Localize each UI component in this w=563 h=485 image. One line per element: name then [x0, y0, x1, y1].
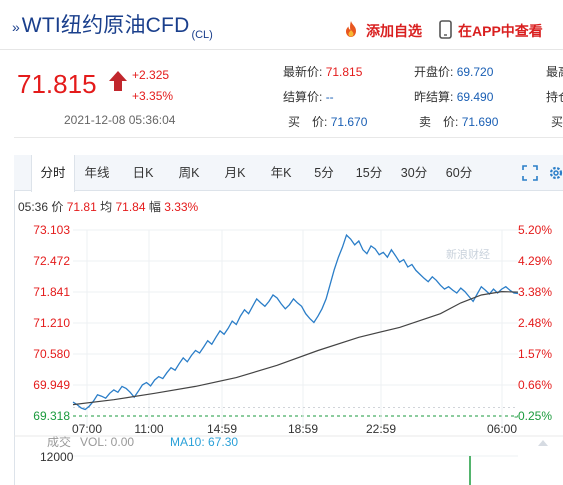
- y-tick-label: 69.318: [33, 409, 70, 423]
- y-tick-label: 72.472: [33, 254, 70, 268]
- bid-price-cell: 买 价: 71.670: [288, 113, 367, 130]
- volume-axis-label: 12000: [40, 450, 74, 464]
- chart-tabs: 分时 年线 日K 周K 月K 年K 5分 15分 30分 60分: [14, 155, 563, 192]
- volume-panel: 成交 VOL: 0.00 MA10: 67.30 12000: [14, 434, 563, 485]
- phone-icon: [439, 20, 452, 42]
- y-tick-label: 73.103: [33, 223, 70, 237]
- y-axis-labels: 73.103 72.472 71.841 71.210 70.580 69.949 69.3…: [33, 223, 70, 423]
- latest-price-cell: 最新价: 71.815: [283, 63, 362, 80]
- header-divider: [0, 49, 563, 50]
- ask-price-cell: 卖 价: 71.690: [419, 113, 498, 130]
- scroll-up-arrow[interactable]: [538, 440, 548, 446]
- add-watchlist-button[interactable]: 添加自选: [342, 20, 422, 41]
- y-pct-label: 0.66%: [518, 378, 552, 392]
- x-tick-label: 11:00: [134, 422, 163, 436]
- x-tick-label: 14:59: [207, 422, 237, 436]
- open-price-label: 开盘价:: [414, 65, 454, 79]
- open-price-cell: 开盘价: 69.720: [414, 63, 493, 80]
- y-tick-label: 71.841: [33, 285, 70, 299]
- chart-grid: [73, 229, 518, 426]
- chart-lines: [72, 233, 519, 411]
- price-change-pct: +3.35%: [132, 89, 174, 103]
- tab-monthly-k[interactable]: 月K: [224, 166, 246, 180]
- info-price-label: 价: [51, 200, 64, 214]
- buy-volume-label: 买: [551, 115, 563, 129]
- title-code: (CL): [191, 29, 213, 41]
- y-axis-pct-labels: 5.20% 4.29% 3.38% 2.48% 1.57% 0.66% -0.25%: [514, 223, 552, 423]
- title-wrap: » WTI纽约原油CFD (CL): [12, 14, 213, 41]
- info-avg-label: 均: [100, 200, 113, 214]
- tab-intraday[interactable]: 分时: [31, 155, 75, 192]
- x-axis-labels: 07:00 11:00 14:59 18:59 22:59 06:00: [72, 422, 517, 436]
- x-tick-label: 18:59: [288, 422, 318, 436]
- buy-volume-cell: 买: [551, 113, 563, 130]
- prev-settle-value: 69.490: [456, 90, 494, 104]
- tab-yearly-k[interactable]: 年K: [270, 166, 292, 180]
- tab-15min[interactable]: 15分: [355, 166, 383, 180]
- open-interest-label: 持仓: [546, 90, 563, 104]
- open-price-value: 69.720: [456, 65, 494, 79]
- fullscreen-icon[interactable]: [521, 164, 539, 182]
- volume-value: VOL: 0.00: [80, 435, 134, 449]
- x-tick-label: 07:00: [72, 422, 102, 436]
- y-tick-label: 71.210: [33, 316, 70, 330]
- y-tick-label: 69.949: [33, 378, 70, 392]
- ask-price-value: 71.690: [461, 115, 499, 129]
- current-price: 71.815: [17, 69, 97, 99]
- info-amp-value: 3.33%: [164, 200, 199, 214]
- info-price-value: 71.81: [66, 200, 97, 214]
- y-pct-label: 4.29%: [518, 254, 552, 268]
- y-pct-label: -0.25%: [514, 409, 552, 423]
- average-line: [72, 290, 519, 406]
- settle-price-label: 结算价:: [283, 90, 323, 104]
- fire-icon: [342, 20, 360, 41]
- watermark: 新浪财经: [446, 247, 490, 261]
- y-pct-label: 5.20%: [518, 223, 552, 237]
- open-app-label: 在APP中查看: [458, 23, 543, 39]
- settle-price-value: --: [325, 90, 334, 104]
- ask-price-label: 卖 价:: [419, 115, 459, 129]
- page-title: WTI纽约原油CFD: [21, 14, 190, 37]
- info-avg-value: 71.84: [115, 200, 146, 214]
- y-pct-label: 1.57%: [518, 347, 552, 361]
- volume-ma: MA10: 67.30: [170, 435, 238, 449]
- latest-price-value: 71.815: [325, 65, 363, 79]
- high-price-cell: 最高: [546, 63, 563, 80]
- x-tick-label: 06:00: [487, 422, 517, 436]
- tab-year-line[interactable]: 年线: [84, 166, 110, 180]
- settle-price-cell: 结算价: --: [283, 88, 334, 105]
- up-arrow-icon: [109, 71, 127, 91]
- y-tick-label: 70.580: [33, 347, 70, 361]
- bid-price-value: 71.670: [330, 115, 368, 129]
- bid-price-label: 买 价:: [288, 115, 328, 129]
- tab-daily-k[interactable]: 日K: [132, 166, 154, 180]
- quote-divider: [14, 137, 563, 138]
- open-interest-cell: 持仓: [546, 88, 563, 105]
- tab-60min[interactable]: 60分: [445, 166, 473, 180]
- add-watchlist-label: 添加自选: [366, 22, 422, 39]
- prev-settle-cell: 昨结算: 69.490: [414, 88, 493, 105]
- info-amp-label: 幅: [148, 200, 161, 214]
- info-time: 05:36: [18, 200, 49, 214]
- volume-label: 成交: [47, 434, 71, 449]
- title-mark: »: [12, 19, 20, 35]
- tab-5min[interactable]: 5分: [314, 166, 334, 180]
- price-line: [72, 233, 519, 411]
- price-change-block: +2.325 +3.35%: [132, 65, 173, 107]
- latest-price-label: 最新价:: [283, 65, 323, 79]
- y-pct-label: 2.48%: [518, 316, 552, 330]
- quote-timestamp: 2021-12-08 05:36:04: [64, 113, 176, 127]
- high-price-label: 最高: [546, 65, 563, 79]
- x-tick-label: 22:59: [366, 422, 396, 436]
- page-header: » WTI纽约原油CFD (CL) 添加自选 在APP中查看: [0, 0, 563, 52]
- chart-info-bar: 05:36 价 71.81 均 71.84 幅 3.33%: [18, 198, 198, 215]
- tab-30min[interactable]: 30分: [400, 166, 428, 180]
- open-app-button[interactable]: 在APP中查看: [439, 20, 543, 42]
- price-change: +2.325: [132, 68, 170, 82]
- tab-weekly-k[interactable]: 周K: [178, 166, 200, 180]
- prev-settle-label: 昨结算:: [414, 90, 454, 104]
- gear-icon[interactable]: [547, 164, 563, 182]
- y-pct-label: 3.38%: [518, 285, 552, 299]
